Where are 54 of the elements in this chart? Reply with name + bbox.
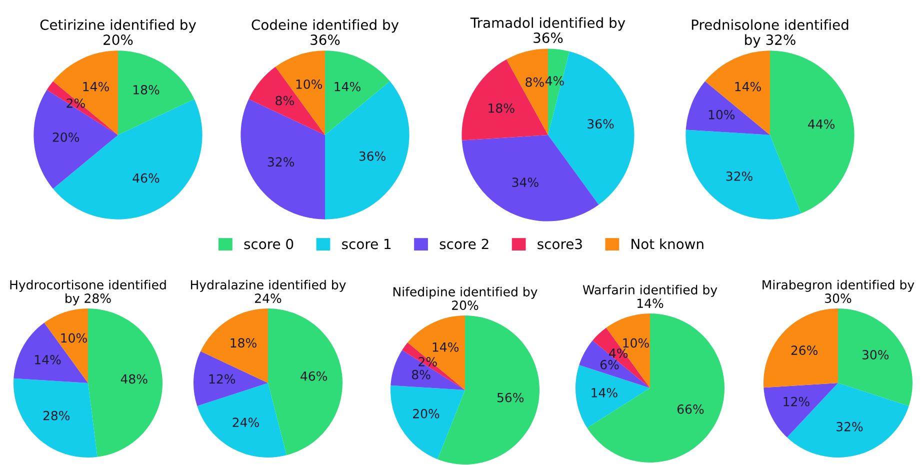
data-label: 18% xyxy=(488,103,514,113)
data-label: 8% xyxy=(526,77,544,87)
chart-title: Warfarin identified by 14% xyxy=(582,284,718,308)
data-label: 10% xyxy=(623,338,649,348)
data-label: 4% xyxy=(609,348,628,358)
data-label: 36% xyxy=(359,151,386,161)
data-label: 26% xyxy=(791,346,818,356)
chart-title: Cetirizine identified by 20% xyxy=(40,19,196,46)
data-label: 34% xyxy=(512,178,538,188)
data-label: 28% xyxy=(43,410,70,420)
data-label: 48% xyxy=(120,374,148,384)
data-label: 2% xyxy=(418,357,437,366)
chart-title: Hydralazine identified by 24% xyxy=(190,280,346,304)
data-label: 14% xyxy=(83,82,109,92)
data-label: 8% xyxy=(412,370,430,380)
data-label: 6% xyxy=(600,360,619,370)
data-label: 8% xyxy=(276,96,294,106)
data-label: 18% xyxy=(230,338,256,348)
data-label: 66% xyxy=(677,404,704,414)
legend-label: score3 xyxy=(538,238,582,250)
chart-title: Prednisolone identified by 32% xyxy=(692,19,848,48)
data-label: 46% xyxy=(300,371,328,381)
data-label: 32% xyxy=(726,171,752,181)
data-label: 24% xyxy=(232,418,259,428)
legend-label: Not known xyxy=(632,238,704,250)
data-label: 10% xyxy=(708,110,735,120)
data-label: 10% xyxy=(296,79,322,89)
data-label: 12% xyxy=(209,374,236,384)
data-label: 2% xyxy=(66,98,85,108)
data-label: 20% xyxy=(52,132,80,142)
chart-title: Hydrocortisone identified by 28% xyxy=(10,280,166,306)
data-label: 14% xyxy=(735,82,761,92)
data-label: 10% xyxy=(61,333,87,343)
legend-label: score 2 xyxy=(440,238,488,250)
chart-title: Mirabegron identified by 30% xyxy=(762,280,914,304)
data-label: 36% xyxy=(588,119,614,129)
data-label: 56% xyxy=(497,392,524,402)
data-label: 32% xyxy=(836,422,863,432)
data-label: 14% xyxy=(35,354,61,364)
legend-label: score 1 xyxy=(342,238,391,250)
data-label: 46% xyxy=(132,173,160,183)
data-label: 18% xyxy=(133,85,160,94)
data-label: 14% xyxy=(592,388,618,398)
data-label: 44% xyxy=(808,119,835,129)
chart-title: Tramadol identified by 36% xyxy=(470,17,626,44)
data-label: 14% xyxy=(334,82,360,92)
data-label: 12% xyxy=(784,396,810,406)
chart-title: Codeine identified by 36% xyxy=(252,19,399,46)
data-label: 20% xyxy=(413,408,440,418)
data-label: 30% xyxy=(862,350,889,360)
legend-label: score 0 xyxy=(244,238,294,250)
chart-title: Nifedipine identified by 20% xyxy=(393,286,538,310)
data-label: 32% xyxy=(268,157,294,167)
data-label: 14% xyxy=(432,342,459,352)
